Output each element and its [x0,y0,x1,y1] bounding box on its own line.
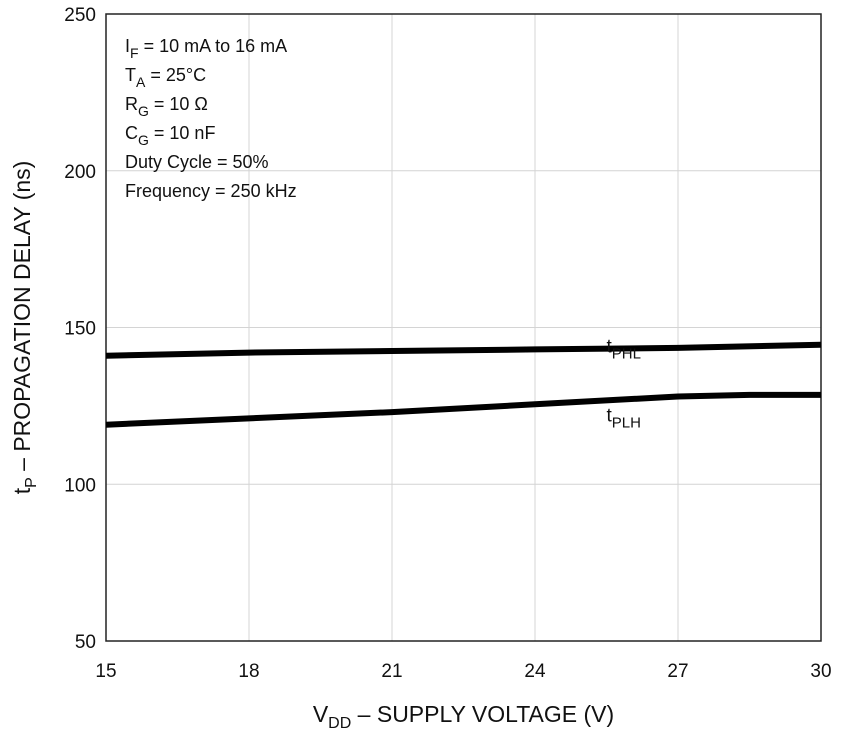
series-labels: tPHL tPLH [607,337,641,432]
y-tick-labels: 50 100 150 200 250 [64,5,96,653]
grid [106,14,821,641]
x-tick-label: 30 [810,661,831,682]
series-line-tphl [105,341,822,359]
condition-line: Duty Cycle = 50% [125,152,269,172]
y-tick-label: 250 [64,5,96,26]
x-tick-label: 15 [95,661,116,682]
series-label-tplh: tPLH [607,406,641,432]
condition-line: RG = 10 Ω [125,94,208,119]
plot-frame [105,13,822,642]
condition-line: CG = 10 nF [125,123,215,148]
y-tick-label: 100 [64,475,96,496]
series-line-tplh [105,391,821,428]
y-axis-title: tP – PROPAGATION DELAY (ns) [9,161,40,495]
test-conditions: IF = 10 mA to 16 mA TA = 25°C RG = 10 Ω CG … [125,36,297,201]
x-tick-label: 24 [524,661,546,682]
y-tick-label: 50 [75,632,96,653]
series-label-tphl: tPHL [607,337,641,363]
condition-line: Frequency = 250 kHz [125,181,297,201]
condition-line: TA = 25°C [125,65,206,90]
x-tick-label: 18 [238,661,259,682]
series-lines [105,341,822,428]
x-axis-title: VDD – SUPPLY VOLTAGE (V) [313,701,614,732]
x-tick-labels: 15 18 21 24 27 30 [95,661,831,682]
condition-line: IF = 10 mA to 16 mA [125,36,287,61]
x-tick-label: 21 [381,661,402,682]
y-tick-label: 150 [64,319,96,340]
x-tick-label: 27 [667,661,688,682]
y-tick-label: 200 [64,162,96,183]
